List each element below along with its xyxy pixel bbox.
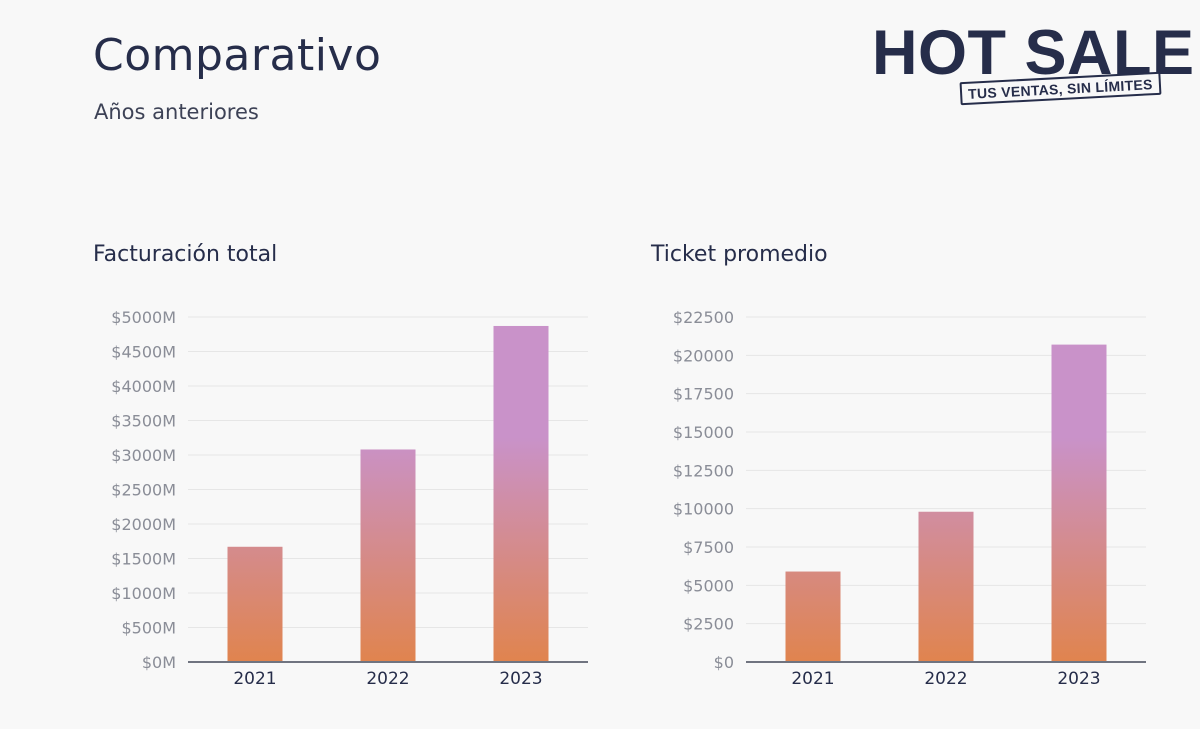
bar-2021: [227, 546, 283, 662]
y-tick-label: $2500: [683, 615, 734, 634]
x-tick-label: 2022: [924, 669, 967, 689]
y-tick-label: $20000: [673, 346, 734, 365]
y-tick-label: $7500: [683, 538, 734, 557]
hot-sale-logo: HOT SALE TUS VENTAS, SIN LÍMITES: [872, 22, 1194, 107]
y-tick-label: $4500M: [111, 343, 176, 362]
chart-title: Ticket promedio: [651, 242, 828, 267]
y-tick-label: $0M: [142, 653, 176, 672]
page-title: Comparativo: [93, 30, 382, 81]
y-tick-label: $500M: [121, 619, 176, 638]
y-tick-label: $2500M: [111, 481, 176, 500]
bar-2022: [918, 511, 974, 662]
bar-chart-facturacion: $0M $500M $1000M $1500M $2000M $2500M $3000M $3…: [111, 308, 588, 689]
y-tick-label: $2000M: [111, 515, 176, 534]
x-tick-label: 2021: [233, 669, 276, 689]
y-tick-label: $3000M: [111, 446, 176, 465]
x-tick-label: 2022: [366, 669, 409, 689]
y-tick-label: $22500: [673, 308, 734, 327]
y-tick-label: $0: [714, 653, 734, 672]
chart-title: Facturación total: [93, 242, 278, 267]
y-tick-label: $15000: [673, 423, 734, 442]
y-tick-label: $4000M: [111, 377, 176, 396]
y-tick-label: $5000M: [111, 308, 176, 327]
x-tick-label: 2023: [1057, 669, 1100, 689]
y-tick-label: $10000: [673, 500, 734, 519]
y-tick-label: $17500: [673, 385, 734, 404]
bar-chart-ticket: $0 $2500 $5000 $7500 $10000 $12500 $15000 $1750…: [673, 308, 1146, 689]
y-tick-label: $5000: [683, 576, 734, 595]
bar-2021: [785, 571, 841, 662]
y-tick-label: $3500M: [111, 412, 176, 431]
y-tick-label: $12500: [673, 461, 734, 480]
bar-2023: [1051, 344, 1107, 662]
y-tick-label: $1500M: [111, 550, 176, 569]
y-tick-label: $1000M: [111, 584, 176, 603]
x-tick-label: 2021: [791, 669, 834, 689]
bar-2022: [360, 449, 416, 662]
x-tick-label: 2023: [499, 669, 542, 689]
page-subtitle: Años anteriores: [94, 100, 259, 124]
bar-2023: [493, 325, 549, 662]
